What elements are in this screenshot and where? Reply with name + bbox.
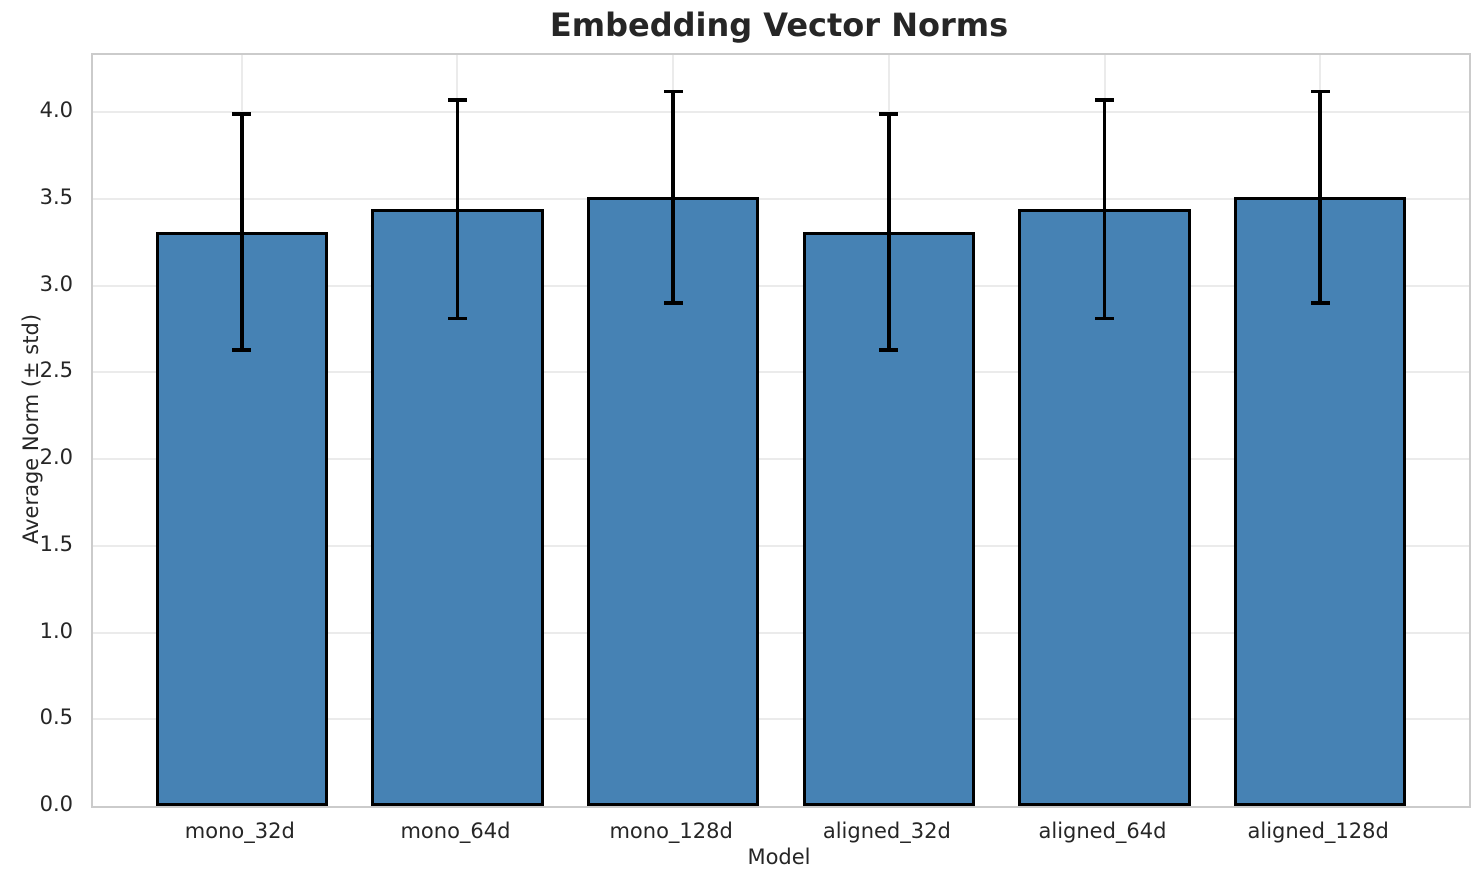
error-bar-cap-bottom: [663, 301, 683, 305]
y-tick-label: 2.5: [39, 358, 73, 383]
x-tick-label: mono_128d: [609, 819, 733, 843]
y-tick-label: 3.5: [39, 184, 73, 209]
chart-title: Embedding Vector Norms: [549, 6, 1009, 44]
error-bar-cap-bottom: [232, 348, 252, 352]
gridline-horizontal: [93, 458, 1469, 461]
gridline-horizontal: [93, 631, 1469, 634]
y-tick-label: 0.0: [39, 792, 73, 816]
y-axis-label-text: Average Norm (± std): [19, 313, 43, 545]
error-bar-cap-top: [663, 89, 683, 94]
error-bar-stem: [1102, 100, 1107, 319]
gridline-horizontal: [93, 197, 1469, 200]
gridline-horizontal: [93, 284, 1469, 287]
error-bar-cap-bottom: [879, 348, 899, 352]
error-bar-stem: [1318, 91, 1322, 304]
gridline-horizontal: [93, 111, 1469, 114]
y-tick-label: 3.0: [39, 271, 73, 296]
gridline-horizontal: [93, 371, 1469, 374]
error-bar-cap-top: [232, 112, 252, 116]
y-tick-label: 1.0: [39, 618, 73, 643]
error-bar-stem: [887, 113, 891, 350]
y-tick-label: 4.0: [39, 98, 73, 123]
error-bar-stem: [671, 91, 675, 304]
plot-area: [91, 53, 1471, 808]
error-bar-cap-bottom: [1095, 316, 1114, 321]
error-bar-stem: [455, 100, 460, 319]
error-bar-stem: [240, 113, 244, 350]
error-bar-cap-top: [879, 112, 899, 116]
error-bar-cap-bottom: [1310, 301, 1330, 305]
gridline-horizontal: [93, 718, 1469, 721]
error-bar-cap-top: [1310, 89, 1330, 94]
x-tick-label: mono_64d: [400, 819, 511, 843]
x-tick-label: aligned_128d: [1247, 819, 1389, 843]
x-tick-label: aligned_64d: [1038, 819, 1167, 843]
gridline-horizontal: [93, 544, 1469, 547]
y-tick-label: 1.5: [39, 531, 73, 556]
error-bar-cap-top: [1095, 98, 1114, 102]
x-tick-label: mono_32d: [184, 819, 295, 843]
y-tick-label: 0.5: [39, 705, 73, 730]
error-bar-cap-top: [447, 98, 467, 102]
y-tick-label: 2.0: [39, 445, 73, 470]
x-tick-label: aligned_32d: [822, 819, 951, 843]
x-axis-label: Model: [747, 845, 811, 869]
error-bar-cap-bottom: [447, 316, 467, 321]
bar-mono_128d: [586, 197, 760, 806]
bar-aligned_32d: [802, 231, 976, 806]
